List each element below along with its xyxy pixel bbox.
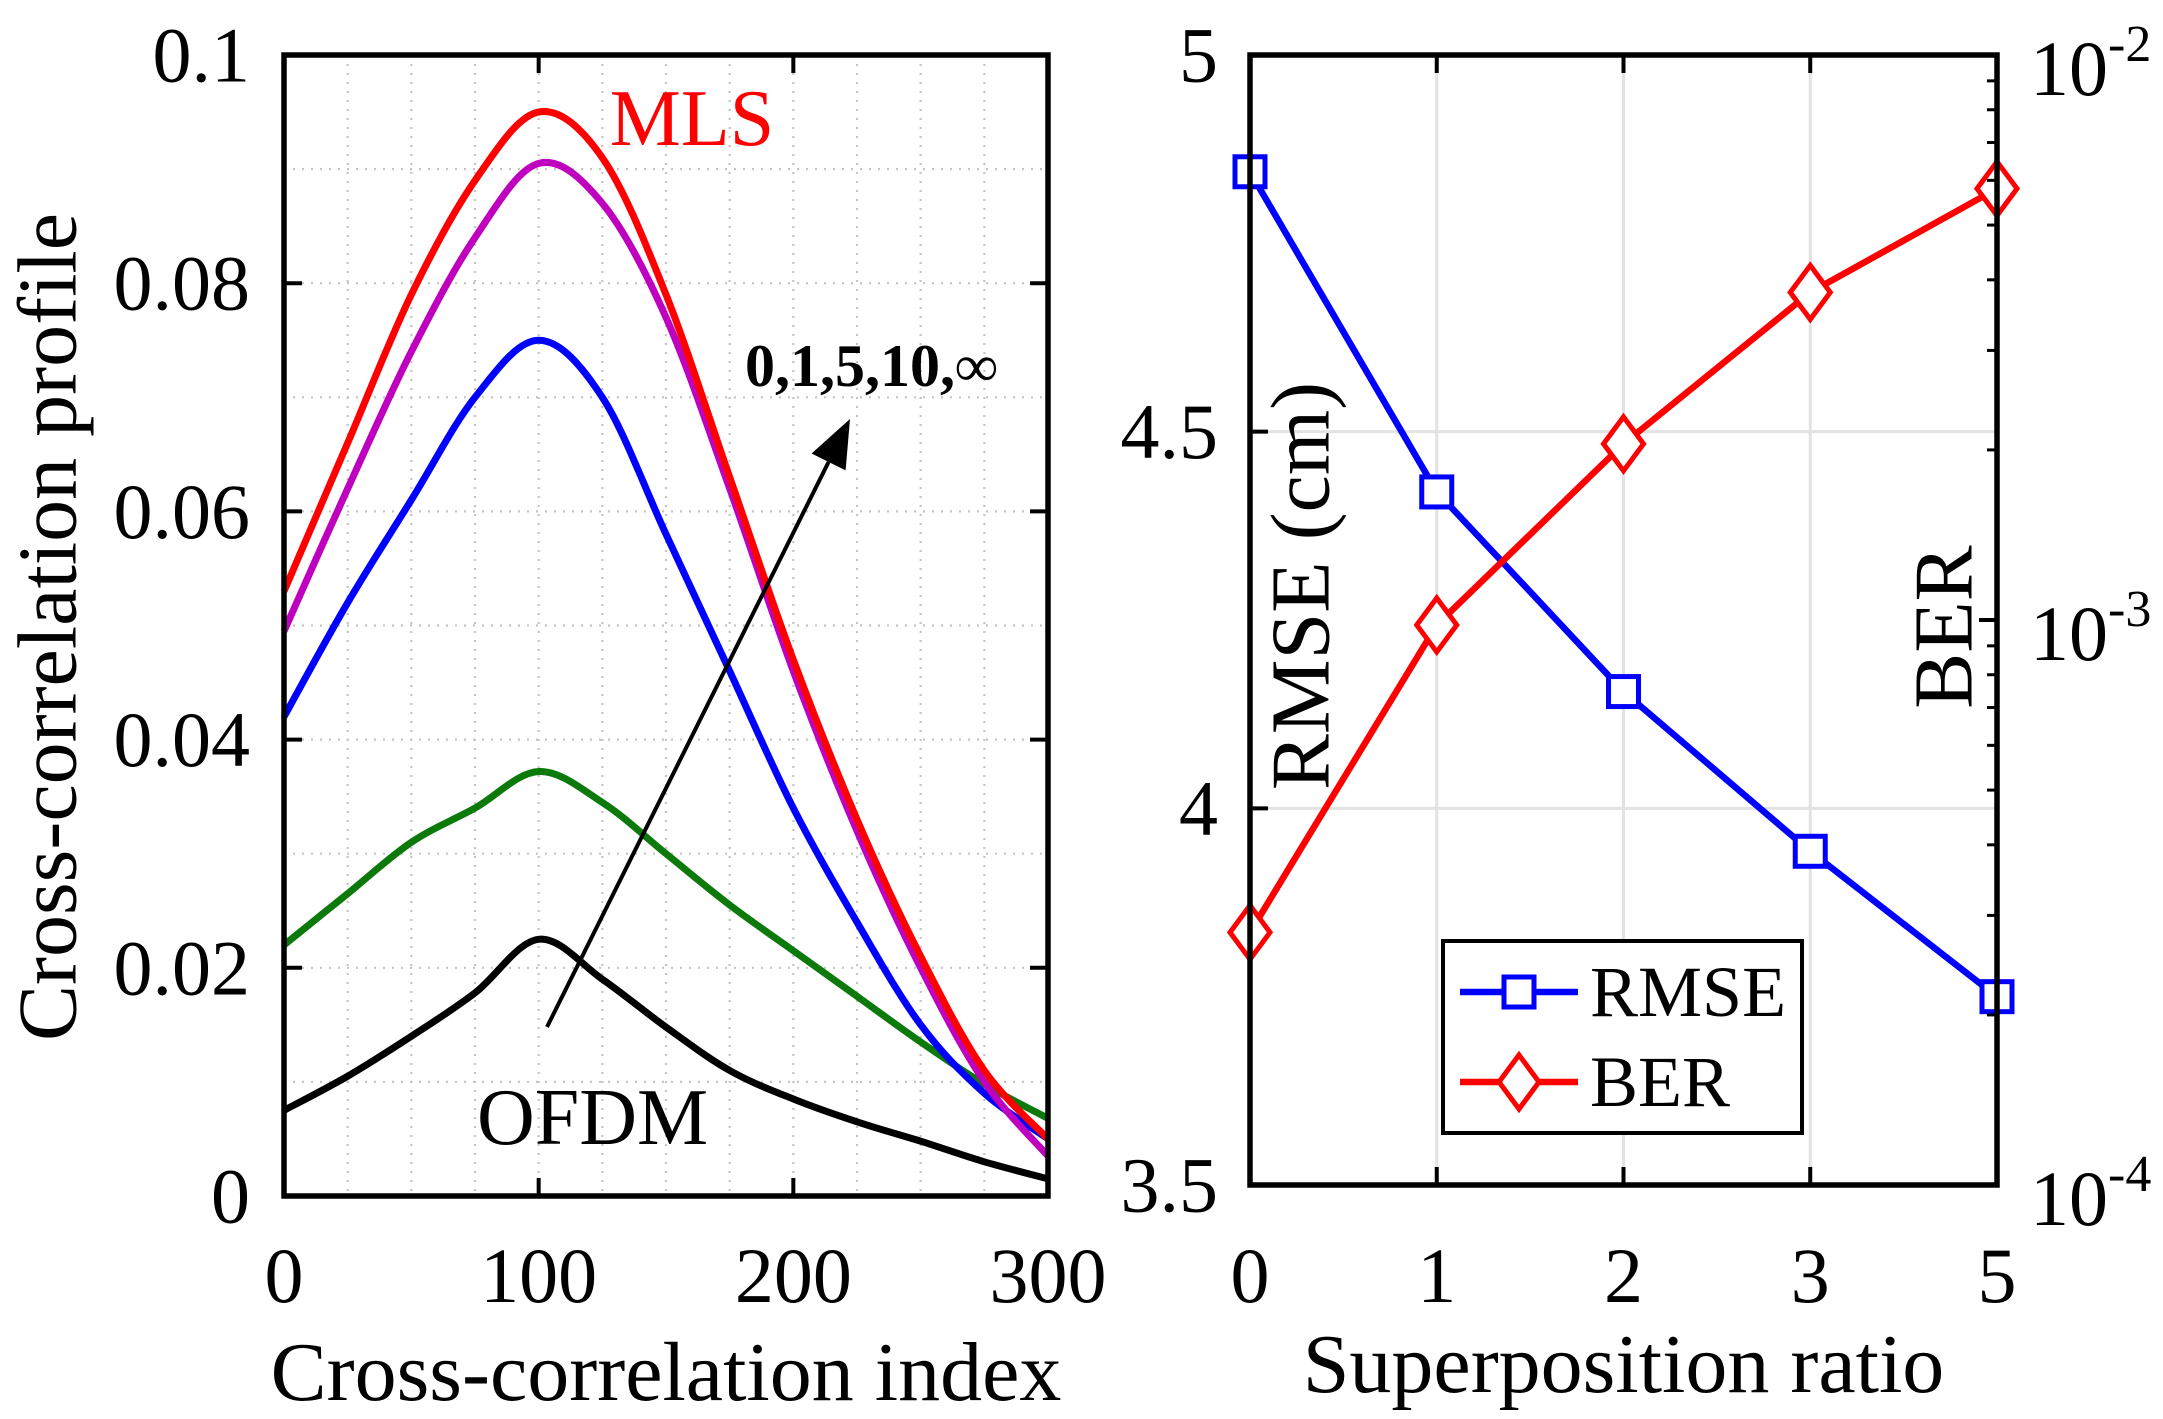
tick-exponent: -4 [2108, 1146, 2151, 1203]
tick-base: 10 [2030, 590, 2108, 677]
ratio-5-curve [280, 336, 1051, 1142]
trend-arrow-line [545, 461, 831, 1028]
right-y-axis-label: BER [1898, 545, 1991, 708]
x-tick-label: 100 [480, 1232, 597, 1319]
x-axis-label: Cross-correlation index [271, 1326, 1062, 1419]
ber-marker [1600, 412, 1647, 476]
curves [280, 108, 1051, 1183]
legend-label: RMSE [1590, 952, 1786, 1032]
tick-exponent: -3 [2108, 581, 2151, 638]
ratio-1-curve [281, 768, 1050, 1122]
left-y-tick-label: 3.5 [1121, 1142, 1219, 1229]
rmse-marker [1606, 674, 1641, 710]
ratio-sequence-annotation: 0,1,5,10,∞ [745, 333, 998, 399]
mls-annotation: MLS [610, 75, 775, 163]
x-tick-label: 200 [735, 1232, 852, 1319]
y-tick-label: 0 [211, 1153, 250, 1240]
mls-curve [280, 108, 1051, 1142]
rmse-marker [1792, 833, 1828, 869]
x-tick-label: 0 [1231, 1232, 1270, 1319]
tick-base: 10 [2030, 1155, 2108, 1242]
left-y-tick-label: 4 [1179, 765, 1218, 852]
right-y-tick-label: 10-2 [2030, 16, 2151, 112]
ber-marker [1413, 593, 1460, 657]
tick-exponent: -2 [2108, 16, 2151, 73]
x-tick-label: 3 [1791, 1232, 1830, 1319]
right-y-tick-label: 10-3 [2030, 581, 2151, 677]
y-tick-label: 0.06 [114, 468, 251, 555]
legend-marker-rmse [1501, 974, 1537, 1010]
axes-box [281, 52, 1051, 1199]
legend-marker-ber [1495, 1050, 1543, 1114]
y-tick-label: 0.08 [114, 240, 251, 327]
legend-label: BER [1590, 1042, 1730, 1122]
ofdm-annotation: OFDM [477, 1074, 708, 1162]
ofdm-curve [282, 935, 1049, 1183]
tick-base: 10 [2030, 25, 2108, 112]
legend-box [1441, 939, 1804, 1135]
x-tick-label: 300 [990, 1232, 1107, 1319]
trend-arrow-head [811, 419, 850, 471]
right-y-tick-label: 10-4 [2030, 1146, 2151, 1242]
x-tick-label: 0 [265, 1232, 304, 1319]
x-tick-label: 5 [1978, 1232, 2017, 1319]
x-axis-label: Superposition ratio [1303, 1318, 1945, 1411]
cross-correlation-chart: MLS 0,1,5,10,∞ OFDM 0 100 200 300 0 0.02 0.04 0.06… [2, 12, 1107, 1419]
ratio-10-curve [280, 158, 1051, 1159]
y-tick-label: 0.02 [114, 924, 251, 1011]
legend: RMSE BER [1441, 939, 1804, 1135]
y-tick-label: 0.04 [114, 696, 251, 783]
x-tick-label: 1 [1417, 1232, 1456, 1319]
y-axis-label: Cross-correlation profile [2, 213, 95, 1041]
ber-marker [1787, 261, 1834, 324]
y-tick-label: 0.1 [153, 12, 251, 99]
rmse-marker [1419, 474, 1455, 510]
x-tick-label: 2 [1604, 1232, 1643, 1319]
grid [284, 55, 1048, 1196]
left-y-tick-label: 5 [1179, 12, 1218, 99]
left-y-axis-label: RMSE (cm) [1255, 382, 1348, 790]
left-y-tick-label: 4.5 [1121, 388, 1219, 475]
